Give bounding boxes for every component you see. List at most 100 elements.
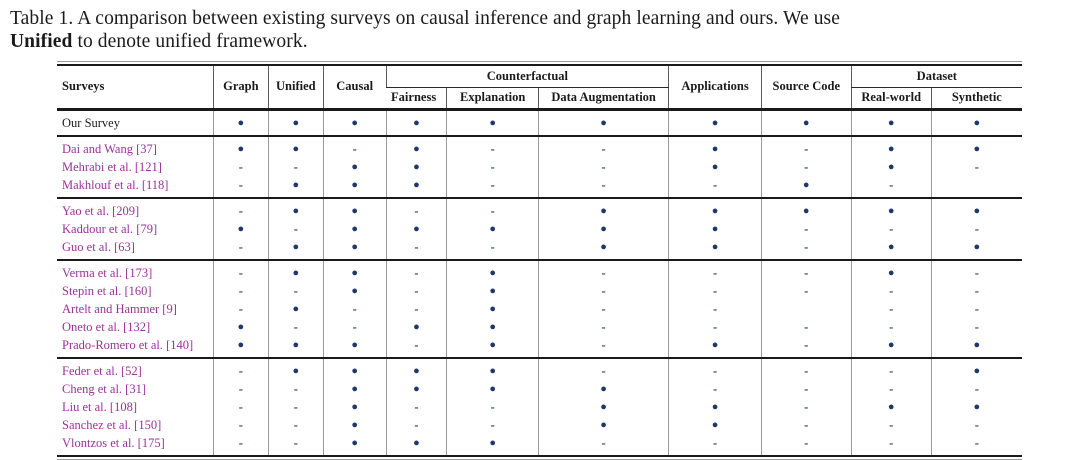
table-row: Liu et al. [108] - - ● - - ● ● - ● ● [57,397,1022,416]
caption-line1: Table 1. A comparison between existing s… [10,8,840,29]
cell-real-world: ● [850,397,932,416]
cell-synthetic: - [930,379,1022,398]
survey-citation-link[interactable]: Sanchez et al. [150] [62,417,162,432]
group-our-survey: Our Survey ● ● ● ● ● ● ● ● ● ● [57,109,1022,136]
cell-graph: ● [212,109,269,136]
cell-fairness: ● [385,157,447,176]
cell-synthetic: ● [930,109,1022,136]
cell-graph: - [212,299,269,318]
cell-fairness: ● [385,357,447,380]
cell-real-world: - [850,281,932,300]
survey-citation-link[interactable]: Prado-Romero et al. [140] [62,337,194,352]
comparison-table: Surveys Graph Unified Causal Counterfact… [57,63,1022,457]
cell-source-code: - [760,135,852,158]
cell-data-augmentation: - [537,433,669,456]
cell-unified: ● [267,357,324,380]
cell-data-augmentation: ● [537,379,669,398]
cell-real-world: - [850,175,932,198]
cell-graph: ● [212,317,269,336]
cell-synthetic: ● [930,135,1022,158]
cell-fairness: ● [385,175,447,198]
cell-causal: ● [322,259,387,282]
cell-causal: ● [322,433,387,456]
survey-citation-link[interactable]: Kaddour et al. [79] [62,221,158,236]
cell-explanation: - [446,135,539,158]
table-row: Oneto et al. [132] ● - - ● ● - - - - - [57,317,1022,336]
survey-citation-link[interactable]: Dai and Wang [37] [62,141,157,156]
table-header: Surveys Graph Unified Causal Counterfact… [57,64,1022,110]
survey-citation-link[interactable]: Cheng et al. [31] [62,381,147,396]
cell-causal: ● [322,397,387,416]
cell-graph: - [212,197,269,220]
cell-real-world: ● [850,259,932,282]
cell-explanation: ● [446,379,539,398]
survey-citation-link[interactable]: Mehrabi et al. [121] [62,159,162,174]
table-row: Makhlouf et al. [118] - ● ● ● - - - ● - [57,175,1022,198]
cell-real-world: ● [850,135,932,158]
table-row: Artelt and Hammer [9] - ● - - ● - - - - [57,299,1022,318]
cell-unified: ● [267,237,324,260]
survey-citation-link[interactable]: Vlontzos et al. [175] [62,435,165,450]
cell-unified: - [267,415,324,434]
cell-applications: - [668,433,762,456]
cell-applications: - [668,175,762,198]
col-header-surveys: Surveys [62,79,105,94]
cell-unified: ● [267,335,324,358]
cell-explanation: - [446,397,539,416]
cell-fairness: ● [385,379,447,398]
cell-source-code: - [760,433,852,456]
cell-fairness: ● [385,109,447,136]
cell-explanation: ● [446,299,539,318]
cell-causal: ● [322,335,387,358]
table-row: Cheng et al. [31] - - ● ● ● ● - - - - [57,379,1022,398]
cell-graph: - [212,157,269,176]
table-row: Mehrabi et al. [121] - - ● ● - - ● - ● - [57,157,1022,176]
table-row: Stepin et al. [160] - - ● - ● - - - - - [57,281,1022,300]
cell-real-world: - [850,415,932,434]
survey-citation-link[interactable]: Yao et al. [209] [62,203,140,218]
col-header-dataset: Dataset [850,64,1022,88]
survey-citation-link[interactable]: Oneto et al. [132] [62,319,151,334]
cell-explanation: - [446,197,539,220]
survey-citation-link[interactable]: Makhlouf et al. [118] [62,177,169,192]
table-row: Guo et al. [63] - ● ● - - ● ● - ● ● [57,237,1022,260]
cell-data-augmentation: - [537,281,669,300]
cell-unified: ● [267,197,324,220]
survey-citation-link[interactable]: Verma et al. [173] [62,265,153,280]
cell-graph: ● [212,335,269,358]
cell-graph: - [212,433,269,456]
cell-unified: - [267,157,324,176]
cell-synthetic: ● [930,357,1022,380]
cell-applications: ● [668,397,762,416]
survey-citation-link[interactable]: Liu et al. [108] [62,399,137,414]
cell-source-code: - [760,237,852,260]
cell-real-world: ● [850,237,932,260]
cell-explanation: ● [446,109,539,136]
survey-citation-link[interactable]: Feder et al. [52] [62,363,142,378]
cell-source-code: ● [760,197,852,220]
cell-fairness: - [385,299,447,318]
col-header-graph: Graph [212,64,269,110]
cell-data-augmentation: ● [537,415,669,434]
survey-citation-link[interactable]: Stepin et al. [160] [62,283,152,298]
cell-applications: - [668,281,762,300]
cell-fairness: ● [385,219,447,238]
cell-source-code: - [760,219,852,238]
table-row: Verma et al. [173] - ● ● - ● - - - ● - [57,259,1022,282]
comparison-table-wrapper: Surveys Graph Unified Causal Counterfact… [57,60,1022,460]
survey-citation-link[interactable]: Artelt and Hammer [9] [62,301,177,316]
cell-synthetic: ● [930,197,1022,220]
cell-synthetic: - [930,259,1022,282]
survey-citation-link[interactable]: Guo et al. [63] [62,239,135,254]
cell-real-world: - [850,433,932,456]
cell-source-code: - [760,281,852,300]
cell-real-world: - [850,299,932,318]
cell-fairness: ● [385,135,447,158]
cell-graph: - [212,281,269,300]
cell-graph: - [212,259,269,282]
cell-synthetic: - [930,157,1022,176]
cell-causal: ● [322,157,387,176]
cell-graph: - [212,379,269,398]
table-row: Dai and Wang [37] ● ● - ● - - ● - ● ● [57,135,1022,158]
cell-unified: ● [267,109,324,136]
